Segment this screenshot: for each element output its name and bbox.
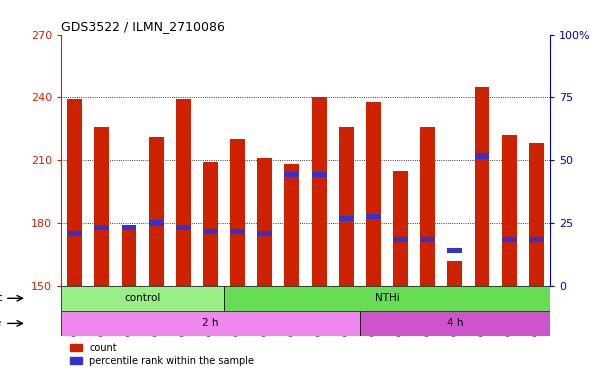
Bar: [61, 311, 360, 336]
Legend: count, percentile rank within the sample: count, percentile rank within the sample: [66, 339, 258, 369]
Bar: [360, 311, 550, 336]
Bar: [224, 286, 550, 311]
Bar: [529, 143, 544, 286]
Bar: [285, 172, 299, 177]
Bar: [122, 225, 136, 286]
Text: control: control: [125, 293, 161, 303]
Bar: [67, 99, 82, 286]
Bar: [502, 237, 517, 242]
Bar: [475, 87, 489, 286]
Bar: [393, 170, 408, 286]
Bar: [230, 139, 245, 286]
Bar: [94, 225, 109, 230]
Bar: [502, 135, 517, 286]
Bar: [203, 229, 218, 234]
Text: agent: agent: [0, 293, 2, 303]
Text: 4 h: 4 h: [447, 318, 463, 328]
Bar: [420, 127, 435, 286]
Bar: [447, 248, 463, 253]
Bar: [475, 153, 489, 159]
Text: GDS3522 / ILMN_2710086: GDS3522 / ILMN_2710086: [61, 20, 225, 33]
Bar: [285, 164, 299, 286]
Bar: [420, 237, 435, 242]
Bar: [122, 225, 136, 230]
Bar: [176, 99, 191, 286]
Bar: [203, 162, 218, 286]
Bar: [230, 229, 245, 234]
Bar: [447, 261, 463, 286]
Bar: [393, 237, 408, 242]
Bar: [148, 137, 164, 286]
Text: time: time: [0, 318, 2, 328]
Bar: [257, 158, 273, 286]
Bar: [176, 225, 191, 230]
Bar: [338, 127, 354, 286]
Bar: [312, 172, 326, 177]
Bar: [61, 286, 224, 311]
Bar: [257, 231, 273, 236]
Bar: [366, 214, 381, 219]
Bar: [366, 101, 381, 286]
Bar: [148, 220, 164, 225]
Text: NTHi: NTHi: [375, 293, 400, 303]
Bar: [312, 98, 326, 286]
Bar: [529, 237, 544, 242]
Bar: [67, 231, 82, 236]
Text: 2 h: 2 h: [202, 318, 219, 328]
Bar: [338, 216, 354, 221]
Bar: [94, 127, 109, 286]
